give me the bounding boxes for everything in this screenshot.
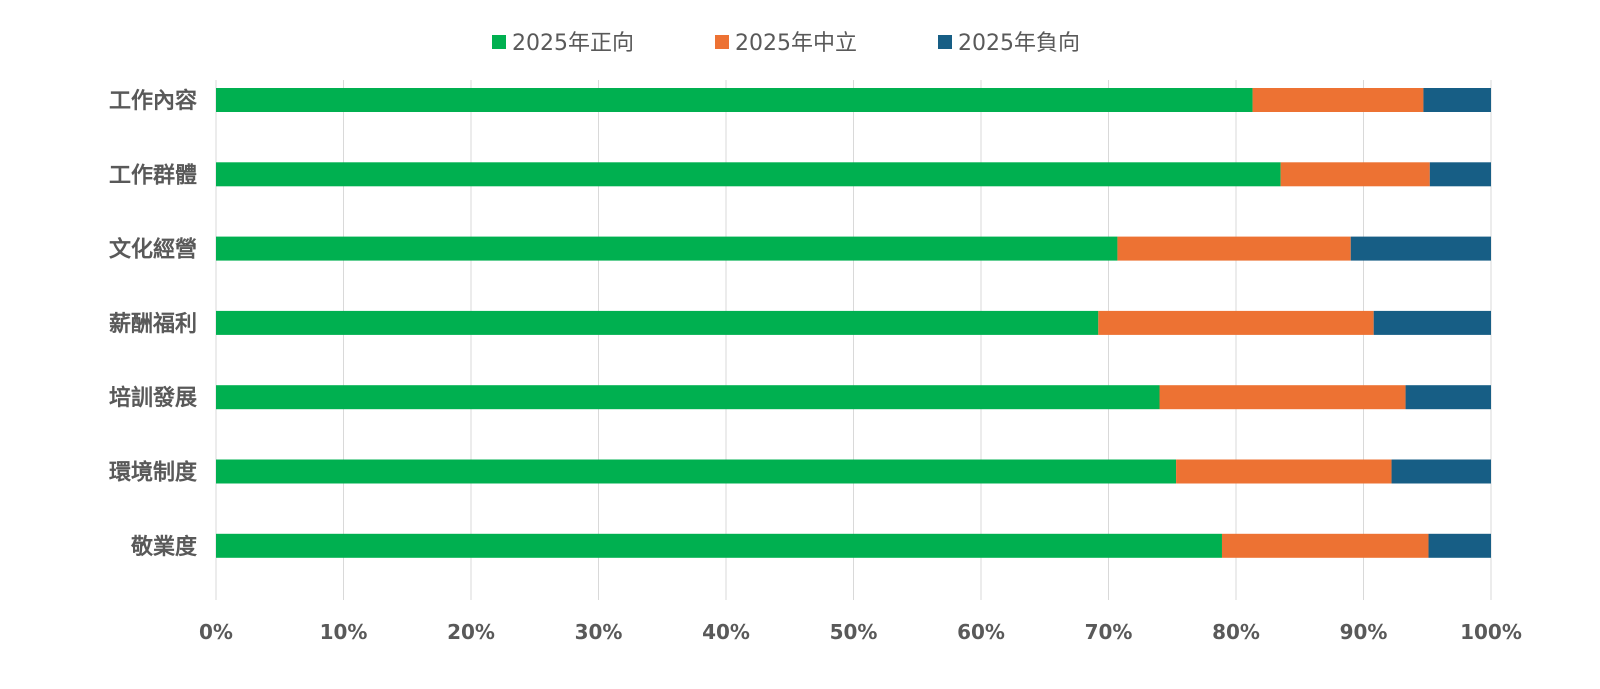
bar-segment xyxy=(216,533,1222,558)
x-tick-label: 60% xyxy=(957,620,1005,644)
bar-segment xyxy=(1373,310,1491,335)
legend-label: 2025年中立 xyxy=(735,31,857,56)
bar-segment xyxy=(216,459,1177,484)
bar-segment xyxy=(1350,236,1491,261)
bar-segment xyxy=(216,385,1160,410)
bar-segment xyxy=(1391,459,1491,484)
bar-segment xyxy=(1405,385,1491,410)
bar-segment xyxy=(216,310,1099,335)
legend-label: 2025年負向 xyxy=(958,31,1080,56)
bar-segment xyxy=(1159,385,1406,410)
bar-segment xyxy=(216,88,1253,112)
category-label: 環境制度 xyxy=(109,460,198,486)
category-label: 工作群體 xyxy=(109,162,197,188)
x-tick-label: 10% xyxy=(320,620,368,644)
x-tick-label: 20% xyxy=(447,620,495,644)
x-tick-label: 0% xyxy=(199,620,233,644)
bar-segment xyxy=(1429,162,1491,187)
bar-segment xyxy=(216,236,1118,261)
legend-swatch xyxy=(938,35,952,49)
bar-segment xyxy=(1098,310,1374,335)
bar-segment xyxy=(216,162,1281,187)
x-tick-label: 90% xyxy=(1340,620,1388,644)
category-label: 工作內容 xyxy=(109,88,197,114)
category-label: 培訓發展 xyxy=(109,385,197,411)
bar-segment xyxy=(1428,533,1491,558)
category-label: 敬業度 xyxy=(130,534,198,560)
x-tick-label: 40% xyxy=(702,620,750,644)
bar-segment xyxy=(1221,533,1429,558)
bar-segment xyxy=(1423,88,1491,112)
legend-swatch xyxy=(492,35,506,49)
category-label: 文化經營 xyxy=(109,237,197,263)
x-tick-label: 100% xyxy=(1460,620,1522,644)
category-label: 薪酬福利 xyxy=(109,311,197,337)
bar-segment xyxy=(1117,236,1351,261)
x-tick-label: 50% xyxy=(830,620,878,644)
x-tick-label: 80% xyxy=(1212,620,1260,644)
bar-segment xyxy=(1252,88,1424,112)
bar-segment xyxy=(1176,459,1392,484)
legend-label: 2025年正向 xyxy=(512,31,634,56)
x-tick-label: 70% xyxy=(1085,620,1133,644)
bar-segment xyxy=(1280,162,1430,187)
legend-swatch xyxy=(715,35,729,49)
x-tick-label: 30% xyxy=(575,620,623,644)
